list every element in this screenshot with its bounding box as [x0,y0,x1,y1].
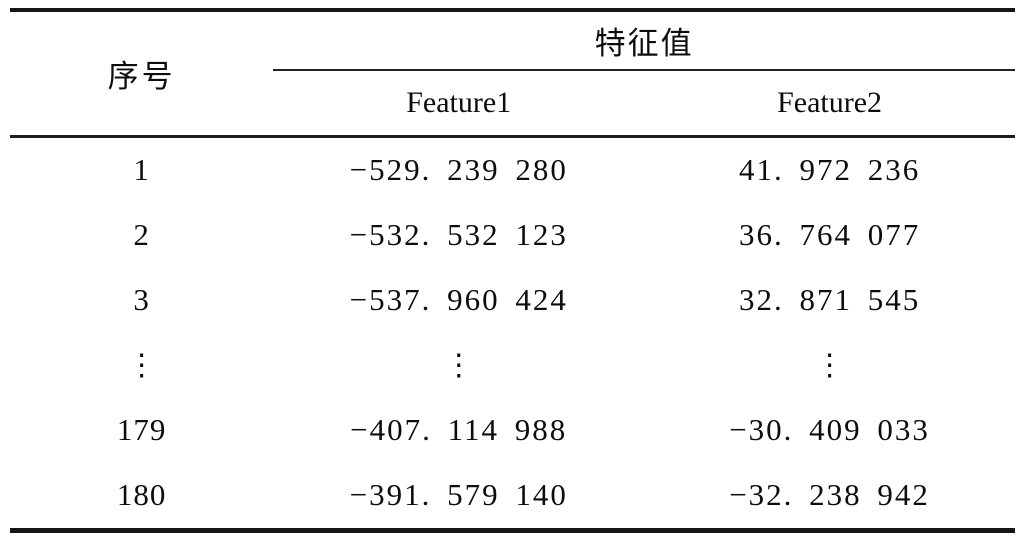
vertical-ellipsis: ⋮ [273,332,645,398]
column-header-serial: 序号 [10,10,274,138]
column-header-feature2: Feature2 [644,70,1015,138]
feature2-cell: −32. 238 942 [644,462,1015,530]
column-header-group-eigenvalue: 特征值 [273,10,1015,71]
feature2-cell: 41. 972 236 [644,136,1015,203]
table-row-ellipsis: ⋮ ⋮ ⋮ [10,332,1015,398]
serial-cell: 180 [10,462,274,530]
serial-cell: 2 [10,202,274,268]
feature1-cell: −391. 579 140 [273,462,645,530]
header-subcolumn-row: Feature1 Feature2 [10,70,1015,138]
feature1-cell: −537. 960 424 [273,267,645,333]
table-row: 3 −537. 960 424 32. 871 545 [10,267,1015,333]
table-row: 2 −532. 532 123 36. 764 077 [10,202,1015,268]
feature1-cell: −532. 532 123 [273,202,645,268]
table-header: 序号 特征值 Feature1 Feature2 [10,10,1015,138]
feature1-cell: −407. 114 988 [273,397,645,463]
vertical-ellipsis: ⋮ [10,332,274,398]
table-row: 180 −391. 579 140 −32. 238 942 [10,462,1015,530]
header-group-row: 序号 特征值 [10,10,1015,138]
column-header-feature1: Feature1 [273,70,645,138]
table-row: 179 −407. 114 988 −30. 409 033 [10,397,1015,463]
feature2-cell: 36. 764 077 [644,202,1015,268]
serial-cell: 3 [10,267,274,333]
vertical-ellipsis: ⋮ [644,332,1015,398]
serial-cell: 1 [10,136,274,203]
table-row: 1 −529. 239 280 41. 972 236 [10,136,1015,203]
paper-table-container: 序号 特征值 Feature1 Feature2 1 −529. 239 280… [10,8,1015,533]
feature-values-table: 序号 特征值 Feature1 Feature2 1 −529. 239 280… [10,8,1015,533]
serial-cell: 179 [10,397,274,463]
table-body: 1 −529. 239 280 41. 972 236 2 −532. 532 … [10,136,1015,530]
feature2-cell: 32. 871 545 [644,267,1015,333]
feature2-cell: −30. 409 033 [644,397,1015,463]
feature1-cell: −529. 239 280 [273,136,645,203]
